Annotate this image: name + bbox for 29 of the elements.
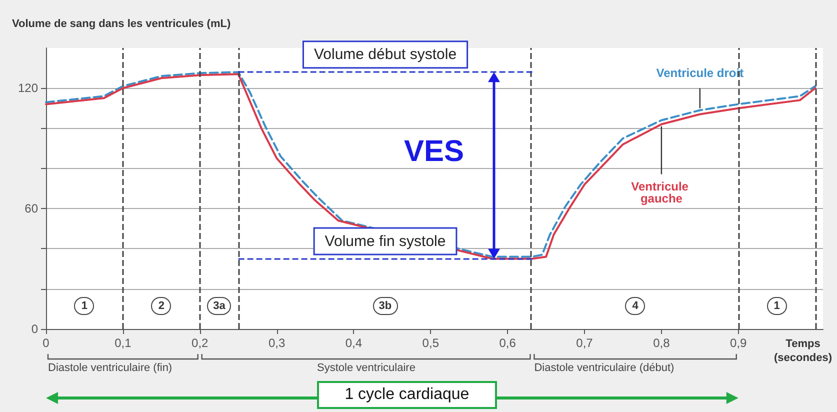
annotation: 2: [151, 297, 172, 315]
x-tick-label: 0,2: [192, 336, 209, 350]
x-tick-label: 0,9: [730, 336, 748, 350]
x-tick-label: 0,8: [653, 336, 670, 350]
y-tick-label: 0: [31, 322, 38, 336]
x-tick-label: 0: [42, 336, 50, 350]
ref-line-label: Volume début systole: [314, 46, 457, 64]
x-tick-label: 0,4: [345, 336, 362, 350]
y-tick-label: 60: [24, 202, 38, 216]
annotation: 1: [766, 297, 787, 315]
y-axis-title: Volume de sang dans les ventricules (mL): [12, 18, 231, 30]
annotation: VES: [404, 135, 464, 170]
x-axis-title: Temps (secondes): [772, 337, 834, 365]
x-tick-label: 0,7: [576, 336, 594, 350]
annotation: 3a: [207, 297, 232, 315]
text: Ventricule gauche: [631, 179, 692, 206]
x-tick-label: 0,6: [499, 336, 516, 350]
text: Systole ventriculaire: [317, 362, 416, 374]
x-tick-label: 0,1: [114, 336, 132, 350]
annotation: 4: [625, 297, 646, 315]
text: Diastole ventriculaire (début): [534, 362, 674, 374]
annotation: 1: [74, 297, 94, 315]
y-tick-label: 120: [18, 81, 38, 96]
ref-line-label: Volume fin systole: [324, 232, 446, 250]
x-tick-label: 0,3: [268, 336, 286, 350]
x-tick-label: 0,5: [422, 336, 440, 350]
text: 1 cycle cardiaque: [316, 381, 498, 409]
annotation: 3b: [372, 297, 398, 315]
text: Diastole ventriculaire (fin): [48, 362, 172, 374]
